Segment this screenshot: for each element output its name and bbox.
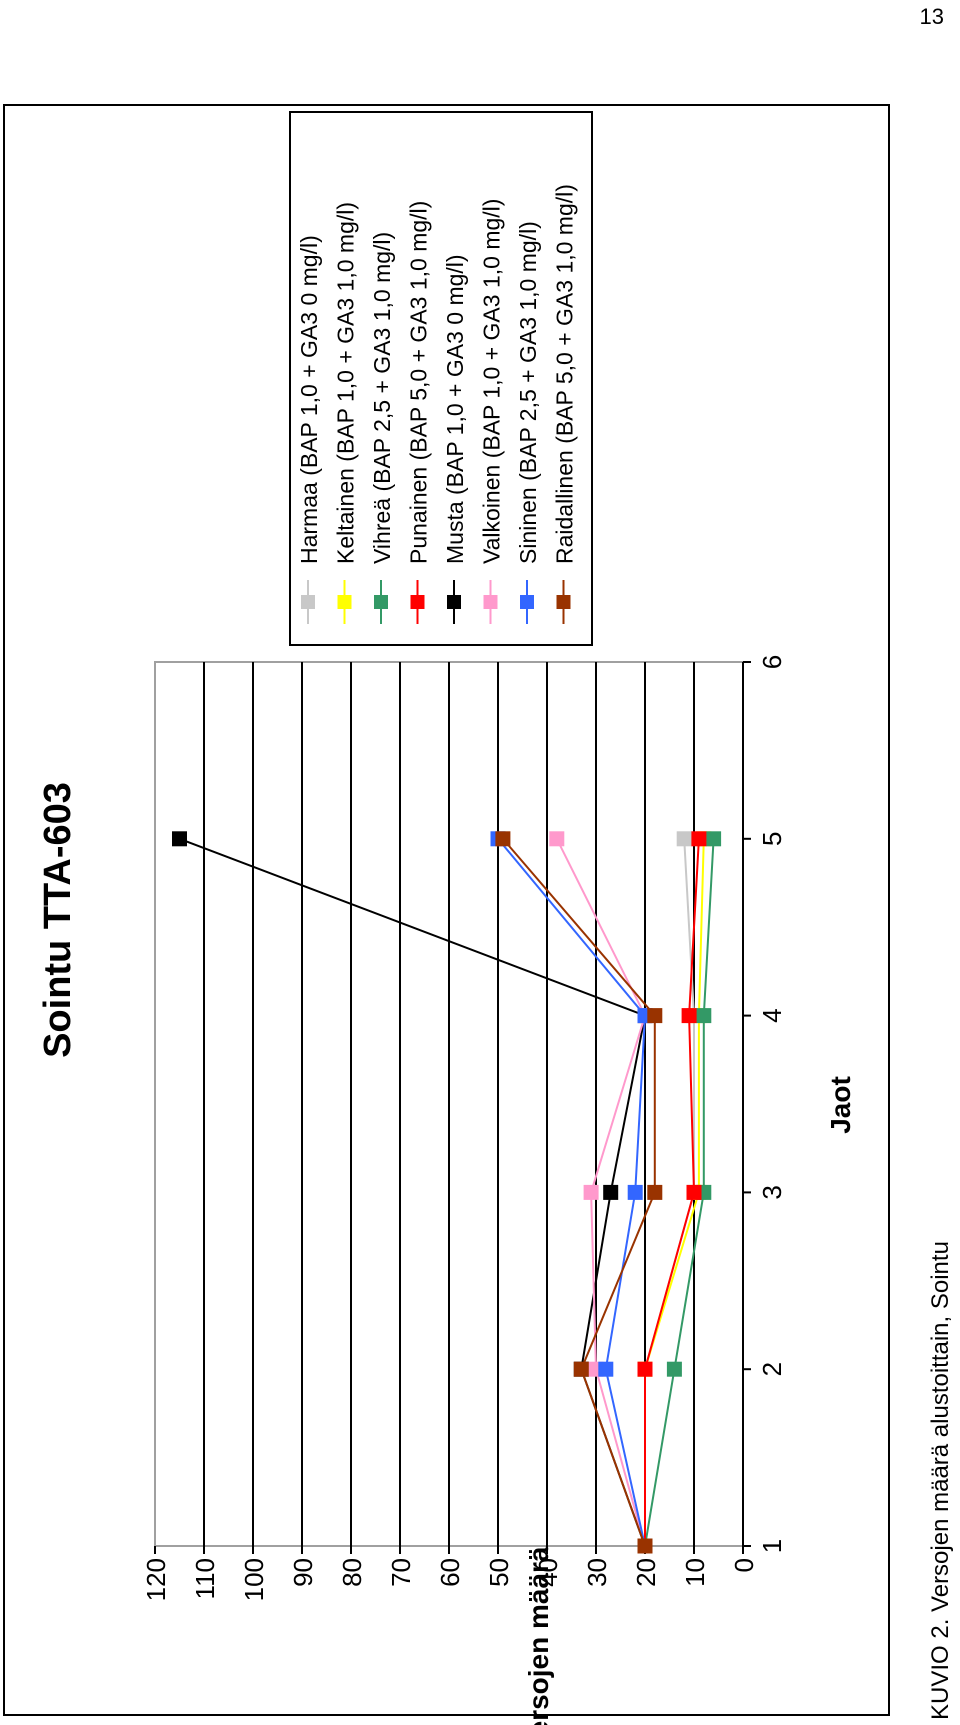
x-axis-title: Jaot: [825, 1076, 856, 1134]
x-tick-label: 4: [757, 1008, 787, 1022]
y-tick-label: 50: [484, 1558, 514, 1587]
data-point: [647, 1008, 663, 1024]
legend-marker: [337, 595, 352, 609]
data-point: [637, 1361, 653, 1377]
data-point: [666, 1361, 682, 1377]
tick-labels: 0 10 20 30 40 50 60 70 80 90 100 110 120 1 2 3 4 5 6: [141, 655, 787, 1602]
page-number: 13: [919, 4, 944, 29]
data-point: [676, 831, 692, 847]
legend-label: Raidallinen (BAP 5,0 + GA3 1,0 mg/l): [552, 184, 578, 564]
data-point: [172, 831, 187, 847]
series-layer: [172, 831, 722, 1554]
legend-marker: [374, 595, 388, 609]
legend-marker: [447, 595, 461, 609]
legend-marker: [520, 595, 534, 609]
data-point: [691, 831, 707, 847]
legend-marker: [556, 595, 571, 609]
y-tick-label: 70: [386, 1558, 416, 1587]
legend-marker: [301, 595, 315, 609]
x-tick-label: 2: [757, 1362, 787, 1376]
legend-label: Valkoinen (BAP 1,0 + GA3 1,0 mg/l): [479, 199, 505, 564]
y-tick-label: 80: [337, 1558, 367, 1587]
y-tick-label: 30: [582, 1558, 612, 1587]
data-point: [686, 1184, 702, 1200]
y-tick-label: 10: [680, 1558, 710, 1587]
data-point: [495, 831, 511, 847]
legend-marker: [410, 595, 425, 609]
legend-label: Keltainen (BAP 1,0 + GA3 1,0 mg/l): [333, 202, 359, 564]
y-tick-label: 0: [729, 1558, 759, 1572]
data-point: [598, 1361, 614, 1377]
data-point: [696, 1008, 712, 1024]
data-point: [603, 1184, 619, 1200]
x-tick-label: 5: [757, 832, 787, 846]
y-tick-label: 100: [239, 1558, 269, 1601]
data-point: [637, 1538, 653, 1554]
data-point: [627, 1184, 643, 1200]
data-point: [573, 1361, 589, 1377]
legend-label: Punainen (BAP 5,0 + GA3 1,0 mg/l): [406, 201, 432, 564]
legend-box: [289, 111, 593, 646]
y-tick-label: 20: [631, 1558, 661, 1587]
series: [495, 831, 663, 1554]
legend-label: Musta (BAP 1,0 + GA3 0 mg/l): [442, 254, 468, 564]
figure-caption: KUVIO 2. Versojen määrä alustoittain, So…: [927, 1241, 954, 1720]
y-tick-label: 110: [190, 1558, 220, 1599]
chart-title: Sointu TTA-603: [37, 782, 79, 1058]
y-tick-label: 60: [435, 1558, 465, 1587]
legend-marker: [483, 595, 498, 609]
y-tick-label: 120: [141, 1558, 171, 1601]
data-point: [681, 1008, 697, 1024]
legend-label: Harmaa (BAP 1,0 + GA3 0 mg/l): [296, 235, 322, 564]
x-tick-label: 3: [757, 1185, 787, 1199]
y-tick-label: 40: [533, 1558, 563, 1587]
x-tick-label: 6: [757, 655, 787, 669]
y-tick-label: 90: [288, 1558, 318, 1587]
data-point: [549, 831, 565, 847]
data-point: [706, 831, 722, 847]
legend-label: Vihreä (BAP 2,5 + GA3 1,0 mg/l): [369, 232, 395, 564]
data-point: [583, 1184, 599, 1200]
y-axis-title: Versojen määrä: [523, 1546, 554, 1725]
data-point: [647, 1184, 663, 1200]
x-tick-label: 1: [757, 1539, 787, 1553]
legend-label: Sininen (BAP 2,5 + GA3 1,0 mg/l): [515, 221, 541, 564]
legend: Harmaa (BAP 1,0 + GA3 0 mg/l) Keltainen (…: [296, 184, 578, 624]
